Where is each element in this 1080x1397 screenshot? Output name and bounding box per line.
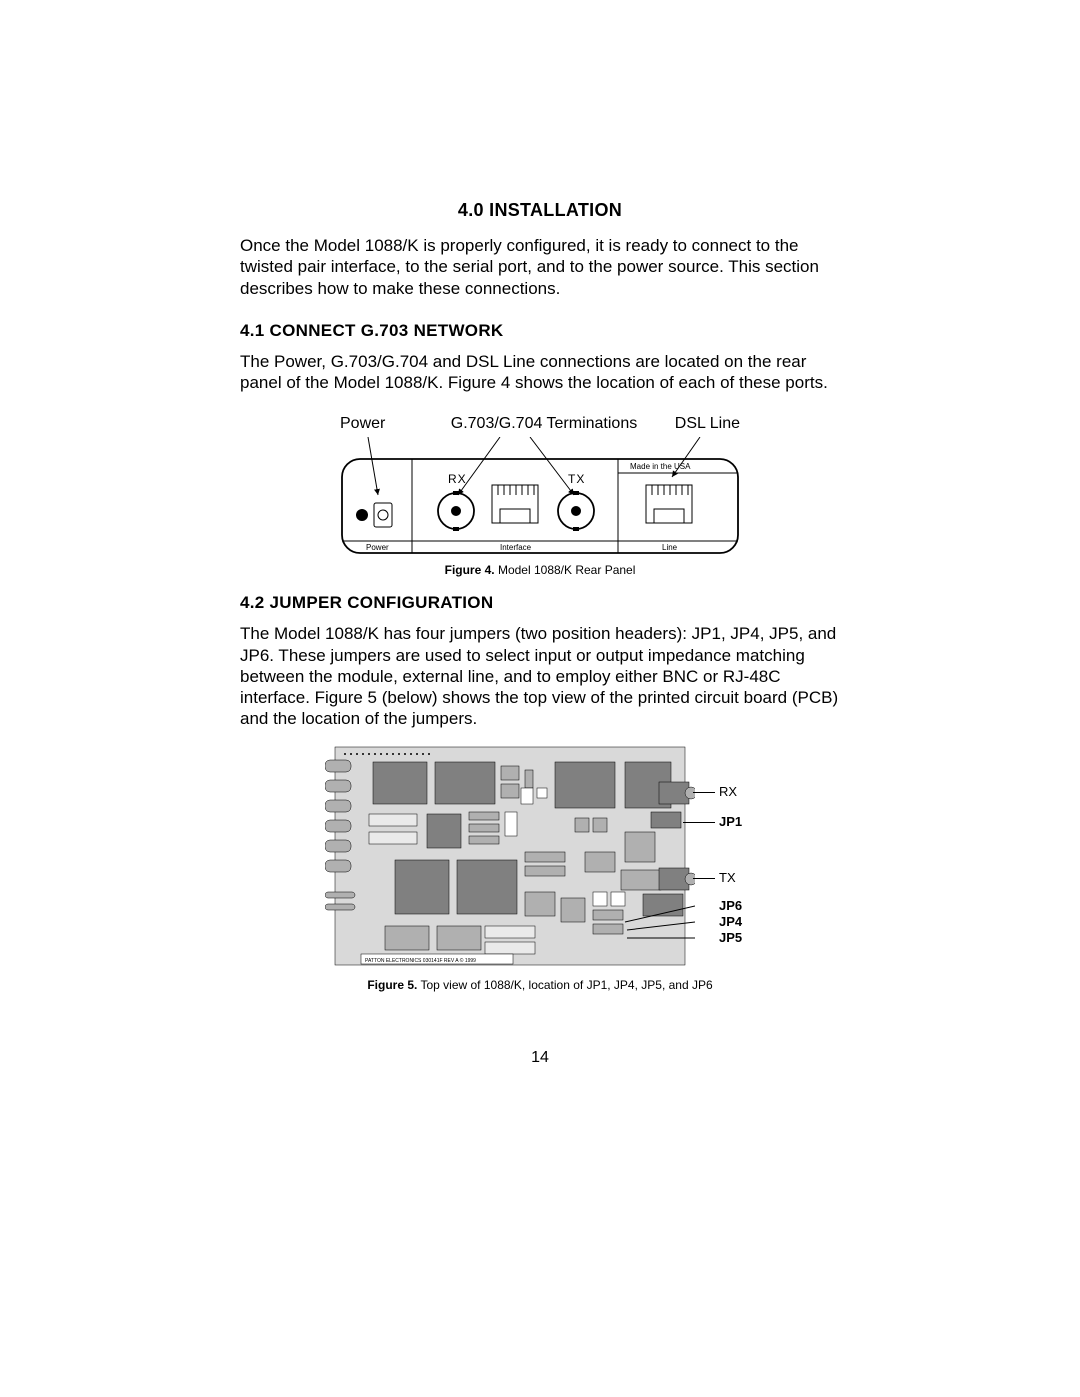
tx-label: TX (568, 472, 585, 486)
fig4-top-labels: Power G.703/G.704 Terminations DSL Line (340, 415, 740, 433)
label-dsl-line: DSL Line (660, 415, 740, 433)
line-footer: Line (662, 543, 678, 552)
page: 4.0 INSTALLATION Once the Model 1088/K i… (0, 0, 1080, 1397)
figure-5-caption: Figure 5. Top view of 1088/K, location o… (240, 978, 840, 992)
fig4-caption-text: Model 1088/K Rear Panel (495, 563, 636, 577)
pcb-label-jp5: JP5 (719, 930, 742, 945)
figure-4: Power G.703/G.704 Terminations DSL Line (340, 415, 740, 557)
power-footer: Power (366, 543, 389, 552)
rx-label: RX (448, 472, 467, 486)
heading-installation: 4.0 INSTALLATION (240, 200, 840, 221)
para-intro: Once the Model 1088/K is properly config… (240, 235, 840, 299)
label-terminations: G.703/G.704 Terminations (428, 415, 660, 433)
figure-5: PATTON ELECTRONICS 030141F REV A © 1999 … (325, 742, 755, 972)
interface-footer: Interface (500, 543, 532, 552)
fig4-caption-bold: Figure 4. (445, 563, 495, 577)
pcb-label-jp4: JP4 (719, 914, 742, 929)
page-number: 14 (0, 1049, 1080, 1067)
heading-jumper: 4.2 JUMPER CONFIGURATION (240, 593, 840, 613)
pcb-label-jp6: JP6 (719, 898, 742, 913)
pcb-label-tx: TX (719, 870, 736, 885)
heading-connect: 4.1 CONNECT G.703 NETWORK (240, 321, 840, 341)
pcb-label-rx: RX (719, 784, 737, 799)
pcb-footer-text: PATTON ELECTRONICS 030141F REV A © 1999 (365, 957, 476, 964)
label-power: Power (340, 415, 428, 433)
fig5-caption-text: Top view of 1088/K, location of JP1, JP4… (417, 978, 712, 992)
para-connect: The Power, G.703/G.704 and DSL Line conn… (240, 351, 840, 394)
fig5-caption-bold: Figure 5. (367, 978, 417, 992)
pcb-diagram: PATTON ELECTRONICS 030141F REV A © 1999 (325, 742, 695, 972)
pcb-label-jp1: JP1 (719, 814, 742, 829)
made-in-text: Made in the USA (630, 462, 691, 471)
rear-panel-diagram: Made in the USA RX TX Power Interface Li… (340, 437, 740, 557)
figure-4-caption: Figure 4. Model 1088/K Rear Panel (240, 563, 840, 577)
para-jumper: The Model 1088/K has four jumpers (two p… (240, 623, 840, 729)
